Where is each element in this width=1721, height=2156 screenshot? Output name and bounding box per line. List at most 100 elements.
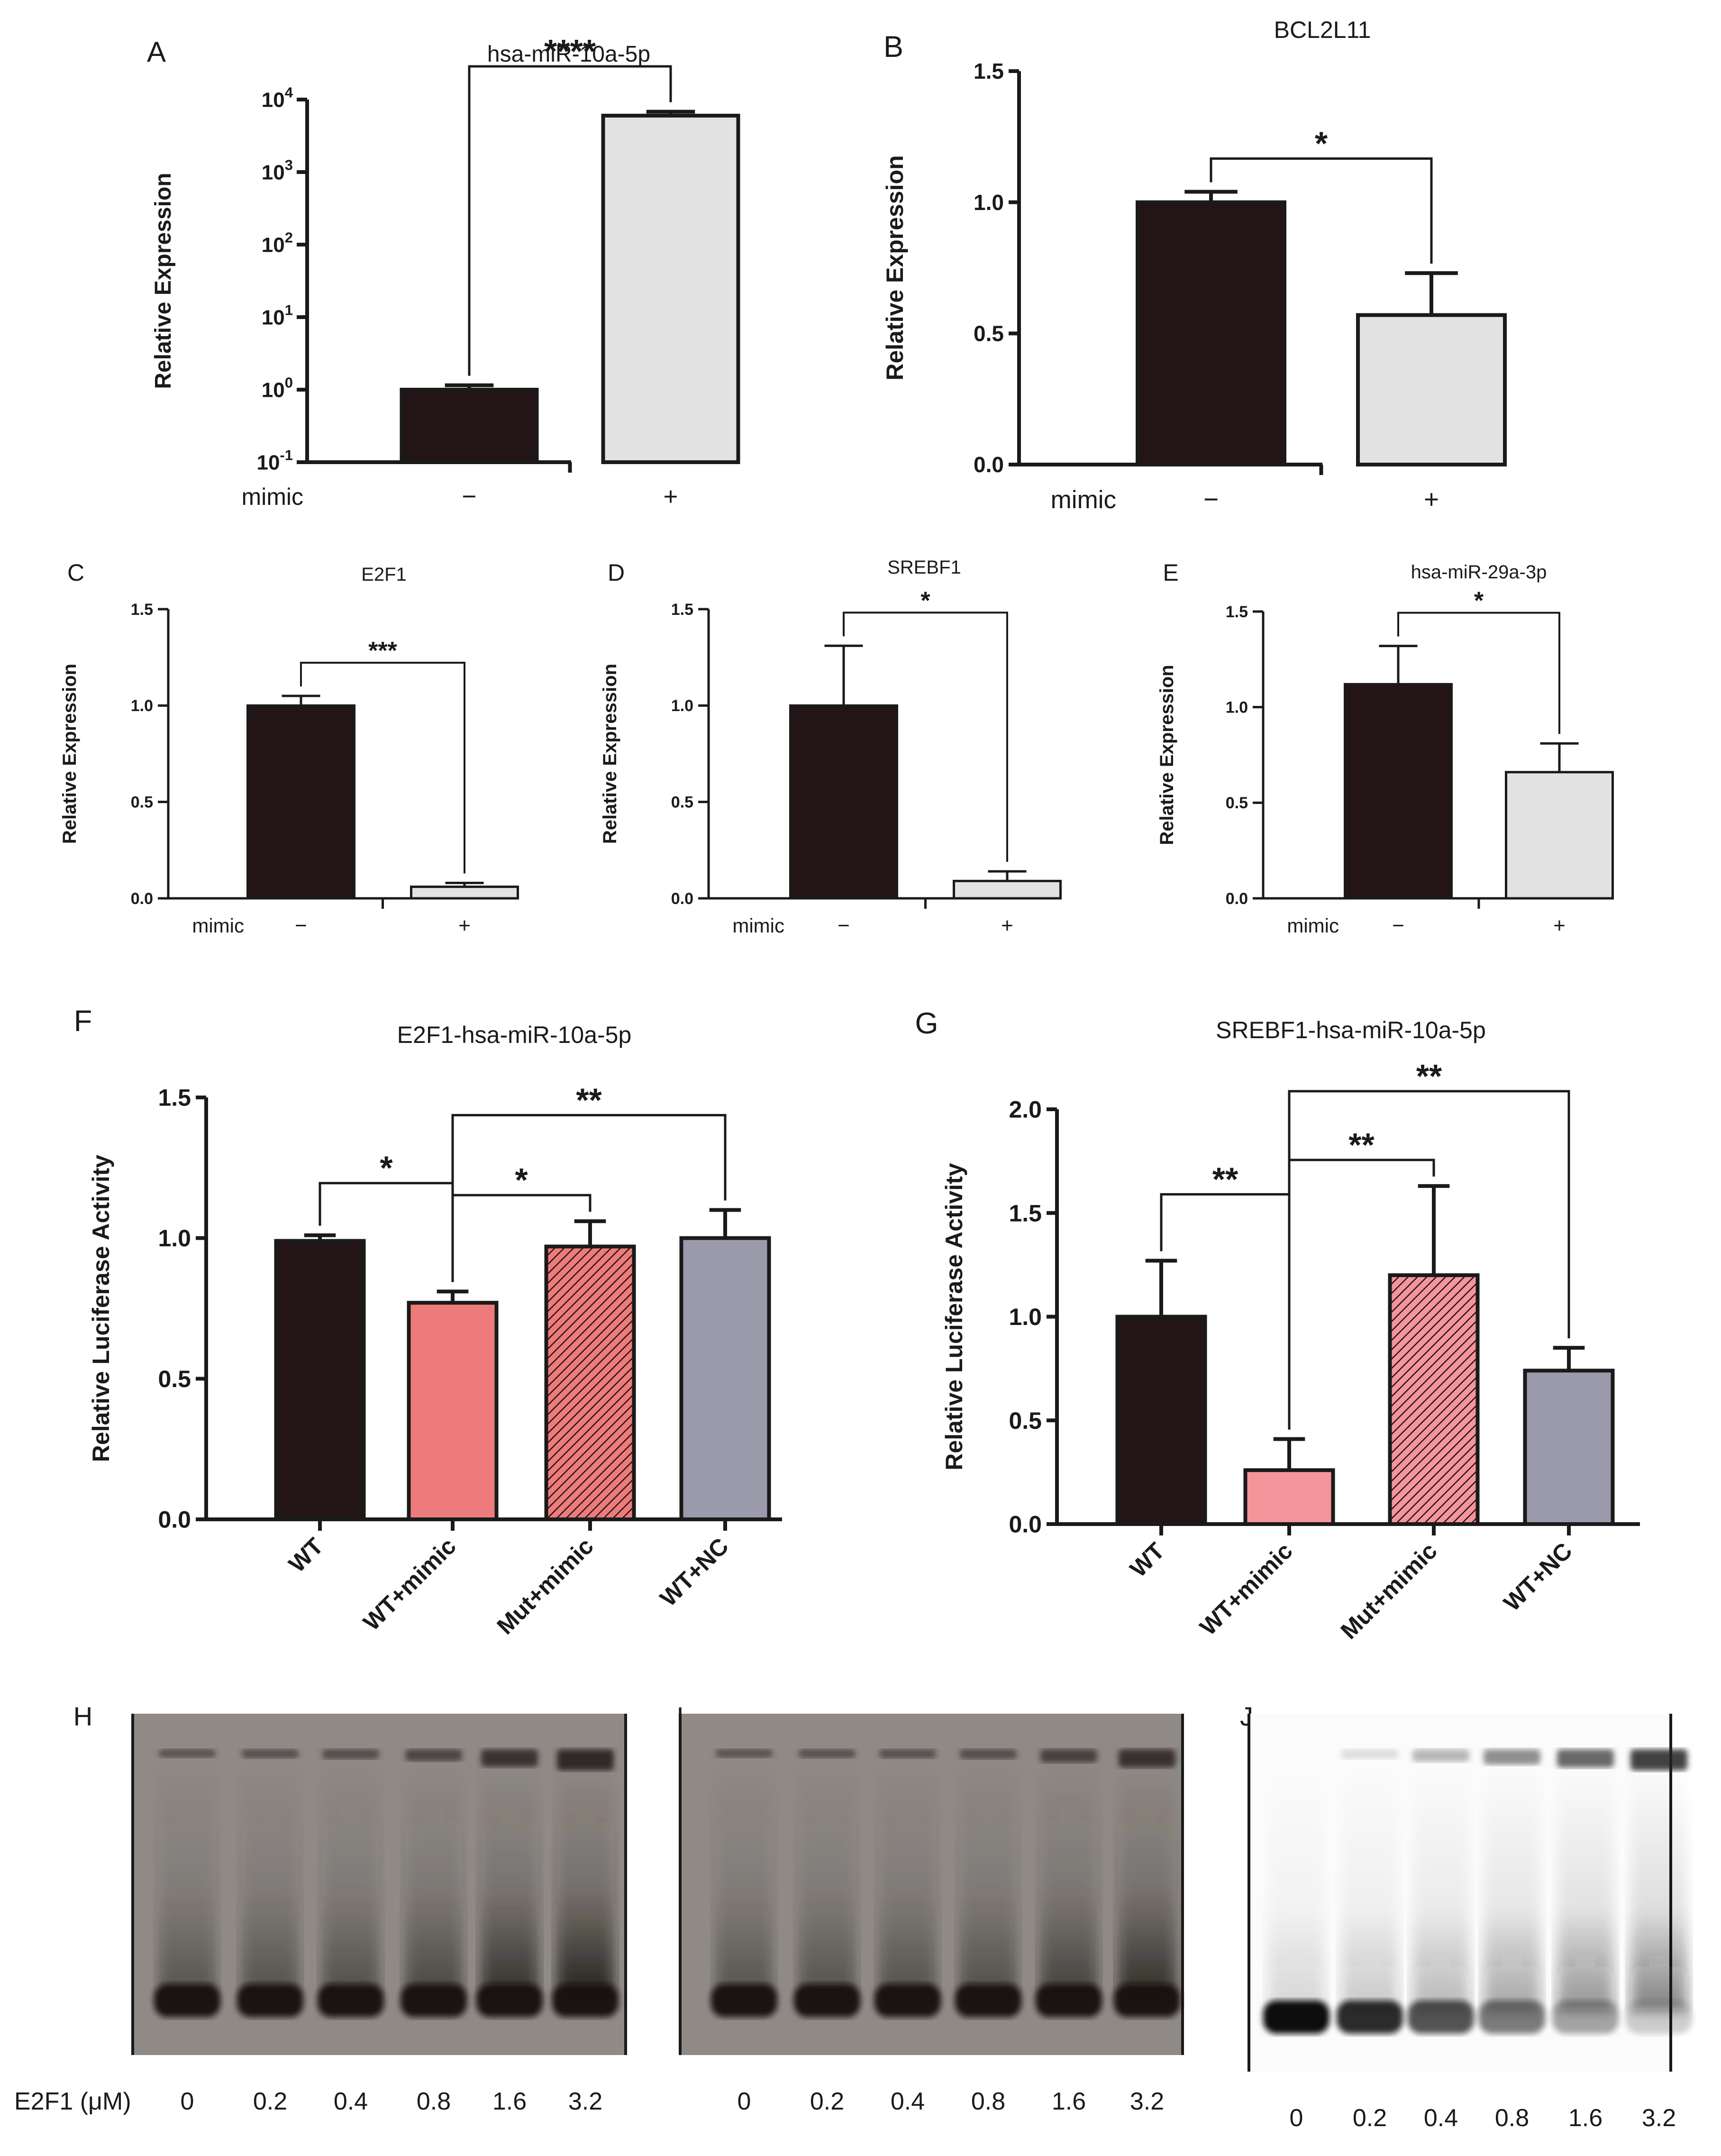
x-tick-label: WT xyxy=(283,1533,328,1578)
bar xyxy=(544,1244,636,1521)
significance-label: * xyxy=(515,1161,528,1198)
gel-upper-band xyxy=(879,1749,936,1758)
panel-j-gel: J0 0.2 0.4 0.8 1.6 3.2 xyxy=(1240,1701,1692,2132)
y-tick-label: 0.5 xyxy=(671,794,693,812)
x-tick-label: + xyxy=(1424,484,1439,514)
gel-smear xyxy=(960,1761,1017,1993)
gel-upper-band xyxy=(1341,1749,1398,1759)
y-axis-label: Relative Expression xyxy=(59,664,80,844)
y-tick-label: 103 xyxy=(262,157,293,184)
y-tick-label: 100 xyxy=(262,375,293,402)
y-tick-label: 0.0 xyxy=(1009,1511,1042,1538)
significance-label: * xyxy=(380,1150,393,1187)
panel-letter: H xyxy=(73,1701,92,1731)
gel-upper-band xyxy=(716,1749,773,1758)
gel-lane-label: 3.2 xyxy=(568,2088,602,2115)
significance-label: *** xyxy=(368,637,397,665)
y-tick-label: 0.0 xyxy=(974,452,1004,477)
significance-bracket xyxy=(451,1114,727,1282)
x-tick-label: Mut+mimic xyxy=(492,1533,599,1639)
gel-free-probe-band xyxy=(1479,2001,1545,2034)
gel-lane-label: 0 xyxy=(738,2088,751,2115)
y-axis-label: Relative Expression xyxy=(882,155,908,380)
bar xyxy=(789,704,898,900)
gel-smear xyxy=(799,1761,856,1993)
gel-upper-band xyxy=(242,1749,299,1758)
gel-free-probe-band xyxy=(955,1984,1021,2017)
gel-free-probe-band xyxy=(1114,1984,1180,2017)
bar xyxy=(1356,313,1507,466)
y-tick-exponent: 2 xyxy=(285,229,293,246)
significance-label: ** xyxy=(576,1081,602,1118)
y-tick-label: 102 xyxy=(262,229,293,257)
bar xyxy=(679,1236,771,1522)
gel-smear xyxy=(322,1761,379,1993)
bar xyxy=(410,886,519,900)
y-axis-label: Relative Luciferase Activity xyxy=(88,1155,114,1462)
gel-lane-label: 0.2 xyxy=(1353,2104,1387,2132)
x-tick-label: + xyxy=(1001,914,1013,937)
chart-title: SREBF1-hsa-miR-10a-5p xyxy=(1216,1017,1486,1043)
gel-free-probe-band xyxy=(1408,2001,1474,2034)
gel-upper-band xyxy=(1484,1749,1540,1765)
row-label-mimic: mimic xyxy=(1051,486,1116,514)
y-tick-label: 1.5 xyxy=(1226,603,1248,621)
gel-lane-label: 1.6 xyxy=(1052,2088,1086,2115)
x-tick-label: WT xyxy=(1125,1537,1170,1582)
panel-c-chart: C E2F1 Relative Expression 0.0 0.5 1.0 1.5 − + mi… xyxy=(59,559,519,937)
panel-b-chart: B BCL2L11 Relative Expression 0.0 0.5 1.0 1.5 −… xyxy=(882,17,1507,514)
gel-upper-band xyxy=(960,1749,1017,1759)
x-tick-label: + xyxy=(458,914,471,937)
bar xyxy=(601,113,740,464)
chart-title: E2F1 xyxy=(361,564,407,585)
gel-smear xyxy=(1557,1761,1614,2010)
y-tick-label: 101 xyxy=(262,302,293,329)
y-tick-base: 10 xyxy=(262,161,285,184)
gel-free-probe-band xyxy=(1036,1984,1102,2017)
y-tick-label: 0.0 xyxy=(671,890,693,908)
y-tick-label: 1.5 xyxy=(1009,1200,1042,1226)
significance-label: **** xyxy=(544,33,596,70)
y-tick-exponent: -1 xyxy=(280,447,293,464)
gel-smear xyxy=(1412,1761,1469,2010)
gel-lane-label: 1.6 xyxy=(1568,2104,1603,2132)
gel-free-probe-band xyxy=(1337,2001,1403,2034)
bar xyxy=(1115,1315,1207,1526)
y-tick-label: 1.0 xyxy=(1009,1304,1042,1330)
gel-smear xyxy=(879,1761,936,1993)
gel-upper-band xyxy=(322,1749,379,1759)
gel-smear xyxy=(1040,1761,1097,1993)
gel-smear xyxy=(557,1761,614,1993)
significance-label: * xyxy=(1474,587,1484,615)
bar xyxy=(1344,683,1453,900)
gel-smear xyxy=(242,1761,299,1993)
y-tick-label: 1.5 xyxy=(671,601,693,619)
row-label-mimic: mimic xyxy=(732,914,784,937)
gel-lane-label: 3.2 xyxy=(1130,2088,1164,2115)
x-tick-label: − xyxy=(462,483,477,511)
bar xyxy=(246,704,355,900)
x-tick-label: WT+NC xyxy=(1498,1537,1577,1616)
y-tick-exponent: 1 xyxy=(285,302,293,319)
y-tick-label: 1.0 xyxy=(131,697,153,715)
gel-free-probe-band xyxy=(1263,2001,1329,2034)
gel-free-probe-band xyxy=(1552,2001,1619,2034)
y-tick-label: 1.0 xyxy=(158,1225,191,1252)
panel-letter: F xyxy=(74,1005,92,1038)
y-tick-label: 1.5 xyxy=(974,59,1004,83)
gel-lane-label: 0.4 xyxy=(891,2088,925,2115)
panel-letter: C xyxy=(67,559,84,586)
y-tick-label: 1.0 xyxy=(671,697,693,715)
gel-free-probe-band xyxy=(154,1984,220,2017)
gel-smear xyxy=(716,1761,773,1993)
significance-bracket xyxy=(1210,157,1433,264)
significance-label: ** xyxy=(1416,1058,1442,1095)
gel-smear xyxy=(405,1761,462,1993)
y-axis-label: Relative Expression xyxy=(1156,665,1177,845)
chart-title: BCL2L11 xyxy=(1274,17,1371,43)
panel-g-chart: G SREBF1-hsa-miR-10a-5p Relative Luciferas… xyxy=(915,1007,1640,1644)
chart-title: hsa-miR-10a-5p xyxy=(487,42,650,67)
significance-bracket xyxy=(300,662,465,874)
y-tick-exponent: 4 xyxy=(285,84,293,101)
